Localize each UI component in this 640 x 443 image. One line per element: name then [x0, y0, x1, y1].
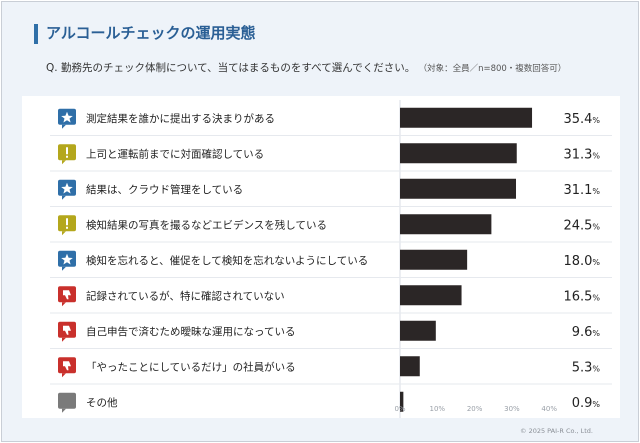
thumbs-down-icon — [58, 357, 76, 378]
star-icon — [58, 108, 76, 129]
value-label: 35.4% — [563, 112, 600, 127]
category-label: 結果は、クラウド管理をしている — [86, 183, 243, 196]
category-label: 検知結果の写真を撮るなどエビデンスを残している — [86, 218, 327, 231]
star-glyph — [61, 253, 73, 265]
value-label: 5.3% — [572, 360, 601, 375]
star-icon — [58, 179, 76, 200]
icon-tail — [62, 408, 66, 413]
bar — [400, 214, 492, 235]
icon-tail — [62, 302, 66, 307]
bar — [400, 391, 404, 412]
bar — [400, 249, 468, 270]
value-label: 18.0% — [563, 254, 600, 269]
star-glyph — [61, 182, 73, 194]
category-label: 検知を忘れると、催促をして検知を忘れないようにしている — [86, 254, 368, 267]
page-title: アルコールチェックの運用実態 — [46, 24, 256, 42]
star-icon — [58, 250, 76, 271]
bar — [400, 285, 462, 306]
exclamation-stroke — [66, 147, 68, 155]
value-label: 31.3% — [563, 147, 600, 162]
category-label: 上司と運転前までに対面確認している — [86, 147, 264, 160]
icon-tail — [62, 160, 66, 165]
x-tick-label: 40% — [541, 405, 557, 413]
icon-tail — [62, 266, 66, 271]
category-label: その他 — [86, 396, 118, 409]
icon-tail — [62, 124, 66, 129]
value-suffix: % — [592, 116, 600, 125]
thumbs-down-glyph — [63, 325, 71, 335]
title-accent-bar — [34, 24, 38, 44]
exclamation-icon — [58, 215, 76, 236]
exclamation-dot — [66, 226, 68, 229]
icon-tail — [62, 231, 66, 236]
question-text: Q. 勤務先のチェック体制について、当てはまるものをすべて選んでください。 （対… — [46, 60, 566, 75]
bar — [400, 143, 517, 164]
icon-tail — [62, 195, 66, 200]
category-label: 自己申告で済むため曖昧な運用になっている — [86, 325, 295, 338]
thumbs-down-glyph — [63, 290, 71, 300]
speech-bubble-icon — [58, 392, 76, 413]
question-note: （対象：全員／n=800・複数回答可） — [418, 64, 567, 74]
value-suffix: % — [592, 222, 600, 231]
value-suffix: % — [592, 329, 600, 338]
value-suffix: % — [592, 258, 600, 267]
exclamation-stroke — [66, 218, 68, 226]
icon-badge — [58, 392, 76, 409]
icon-tail — [62, 337, 66, 342]
value-suffix: % — [592, 187, 600, 196]
value-suffix: % — [592, 400, 600, 409]
category-label: 記録されているが、特に確認されていない — [86, 289, 285, 302]
question-main: Q. 勤務先のチェック体制について、当てはまるものをすべて選んでください。 — [46, 62, 416, 74]
category-label: 測定結果を誰かに提出する決まりがある — [86, 112, 275, 125]
value-label: 0.9% — [572, 396, 601, 411]
value-label: 31.1% — [563, 183, 600, 198]
bar — [400, 356, 420, 377]
thumbs-down-icon — [58, 321, 76, 342]
copyright: © 2025 PAI-R Co., Ltd. — [520, 427, 593, 435]
value-suffix: % — [592, 364, 600, 373]
x-tick-label: 10% — [430, 405, 446, 413]
thumbs-down-icon — [58, 286, 76, 307]
bar-chart: 測定結果を誰かに提出する決まりがある 35.4% 上司と運転前までに対面確認している… — [50, 100, 612, 418]
value-suffix: % — [592, 293, 600, 302]
value-label: 16.5% — [563, 289, 600, 304]
star-glyph — [61, 111, 73, 123]
x-tick-label: 30% — [504, 405, 520, 413]
value-label: 9.6% — [572, 325, 601, 340]
thumbs-down-glyph — [63, 361, 71, 371]
value-label: 24.5% — [563, 218, 600, 233]
bar — [400, 320, 436, 341]
x-tick-label: 0% — [394, 405, 405, 413]
exclamation-dot — [66, 155, 68, 158]
category-label: 「やったことにしているだけ」の社員がいる — [86, 360, 296, 373]
bar — [400, 107, 533, 128]
bar — [400, 178, 517, 199]
value-suffix: % — [592, 151, 600, 160]
chart-panel: 測定結果を誰かに提出する決まりがある 35.4% 上司と運転前までに対面確認している… — [22, 96, 620, 418]
x-tick-label: 20% — [467, 405, 483, 413]
icon-tail — [62, 373, 66, 378]
exclamation-icon — [58, 144, 76, 165]
